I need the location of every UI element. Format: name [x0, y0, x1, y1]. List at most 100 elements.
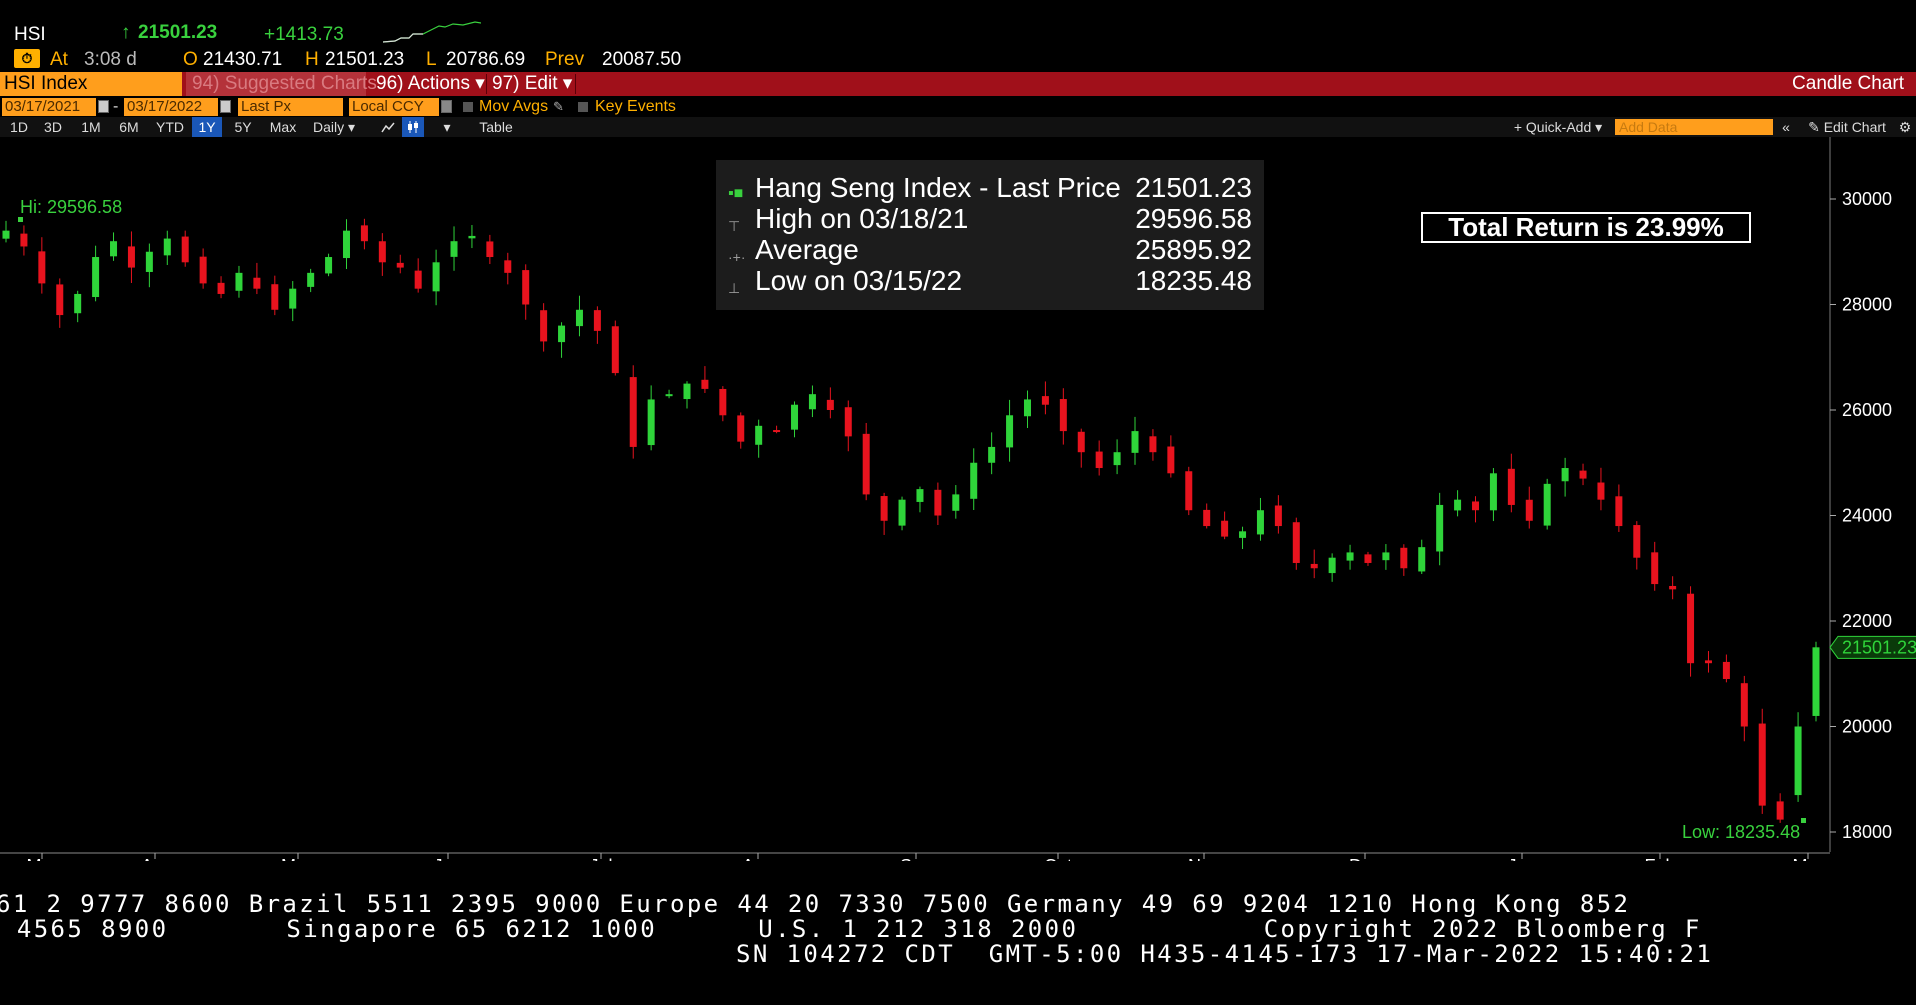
- candle-body: [898, 499, 906, 526]
- toolbar-divider: [575, 74, 576, 94]
- candle-body: [1525, 499, 1533, 521]
- calendar-icon[interactable]: [220, 100, 231, 113]
- edit-chart-button[interactable]: ✎ Edit Chart: [1800, 117, 1894, 137]
- candle-body: [1041, 396, 1049, 405]
- candle-body: [522, 270, 530, 305]
- low-marker: [1801, 818, 1806, 823]
- candle-body: [647, 399, 655, 446]
- candle-body: [916, 489, 924, 502]
- candle-body: [2, 230, 10, 239]
- security-field[interactable]: HSI Index: [0, 72, 182, 96]
- candle-body: [593, 310, 601, 331]
- candle-body: [1059, 399, 1067, 432]
- candle-body: [808, 394, 816, 410]
- open-label: O: [183, 49, 198, 70]
- candle-chart-icon[interactable]: [402, 117, 424, 137]
- footer-phone-line-2: 4565 8900 Singapore 65 6212 1000 U.S. 1 …: [0, 915, 1702, 943]
- key-events-checkbox[interactable]: [578, 102, 588, 112]
- collapse-icon[interactable]: «: [1782, 119, 1790, 135]
- candle-body: [468, 235, 476, 239]
- range-5y[interactable]: 5Y: [234, 119, 252, 135]
- low-marker-icon: ⊥: [728, 280, 741, 296]
- chevron-down-icon[interactable]: [441, 100, 452, 113]
- x-tick-label: Nov: [1188, 856, 1220, 861]
- field-select[interactable]: Last Px: [238, 98, 343, 116]
- candle-body: [342, 230, 350, 259]
- candle-body: [396, 262, 404, 268]
- range-1m[interactable]: 1M: [81, 119, 101, 135]
- candle-body: [1185, 471, 1193, 511]
- candle-body: [1095, 451, 1103, 469]
- candle-body: [1687, 593, 1695, 664]
- pencil-icon[interactable]: ✎: [553, 99, 564, 114]
- candle-body: [1203, 509, 1211, 527]
- line-chart-icon[interactable]: [378, 117, 398, 137]
- candle-body: [1507, 468, 1515, 505]
- range-6m[interactable]: 6M: [119, 119, 139, 135]
- last-price-tag: [1829, 635, 1916, 659]
- candle-body: [934, 489, 942, 516]
- legend-value: 21501.23: [1135, 172, 1252, 203]
- quick-add-button[interactable]: + Quick-Add ▾: [1513, 119, 1603, 135]
- range-3d[interactable]: 3D: [44, 119, 62, 135]
- period-select[interactable]: Daily ▾: [312, 119, 356, 135]
- legend-label: Hang Seng Index - Last Price: [755, 172, 1121, 203]
- y-tick-label: 28000: [1842, 295, 1892, 315]
- candle-body: [110, 241, 118, 257]
- end-date-input[interactable]: 03/17/2022: [124, 98, 218, 116]
- y-tick-label: 26000: [1842, 400, 1892, 420]
- candle-body: [1077, 431, 1085, 453]
- chart-axes: 18000 20000 22000 24000 26000 28000 30000 Mar Ap…: [0, 137, 1892, 861]
- candle-body: [145, 251, 153, 272]
- range-max[interactable]: Max: [269, 119, 297, 135]
- candle-body: [1722, 661, 1730, 680]
- legend-value: 29596.58: [1135, 203, 1252, 234]
- candle-body: [1256, 510, 1264, 535]
- chevron-down-icon[interactable]: ▾: [443, 119, 451, 135]
- footer-session-info: SN 104272 CDT GMT-5:00 H435-4145-173 17-…: [736, 940, 1714, 968]
- candle-body: [952, 494, 960, 511]
- low-value: 20786.69: [446, 49, 526, 70]
- key-events-label: Key Events: [595, 98, 676, 115]
- add-data-input[interactable]: Add Data: [1615, 119, 1773, 135]
- mov-avgs-checkbox[interactable]: [463, 102, 473, 112]
- candle-body: [414, 270, 422, 289]
- candle-body: [755, 425, 763, 445]
- high-annotation: Hi: 29596.58: [20, 197, 122, 217]
- candle-body: [1561, 468, 1569, 482]
- x-tick-label: Mar: [27, 856, 58, 861]
- candle-body: [235, 272, 243, 291]
- candle-body: [701, 379, 709, 389]
- edit-menu[interactable]: 97) Edit ▾: [492, 73, 573, 94]
- candle-body: [1758, 723, 1766, 806]
- y-tick-label: 22000: [1842, 611, 1892, 631]
- candle-body: [307, 272, 315, 287]
- calendar-icon[interactable]: [98, 100, 109, 113]
- actions-menu[interactable]: 96) Actions ▾: [376, 73, 485, 94]
- range-1y[interactable]: 1Y: [192, 117, 222, 137]
- clock-icon[interactable]: ⏱: [14, 49, 40, 68]
- candle-body: [253, 277, 261, 289]
- suggested-charts-button[interactable]: 94) Suggested Charts: [186, 72, 377, 96]
- legend-label: Low on 03/15/22: [755, 265, 963, 296]
- candle-body: [1382, 552, 1390, 561]
- gear-icon[interactable]: ⚙: [1898, 119, 1912, 135]
- candle-body: [1221, 520, 1229, 537]
- chart-labels: Hi: 29596.58 Low: 18235.48 21501.23: [18, 197, 1916, 842]
- start-date-input[interactable]: 03/17/2021: [2, 98, 96, 116]
- range-1d[interactable]: 1D: [10, 119, 28, 135]
- currency-select[interactable]: Local CCY: [349, 98, 439, 116]
- ticker-label: HSI: [14, 24, 46, 45]
- candle-body: [163, 238, 171, 256]
- legend-label: High on 03/18/21: [755, 203, 969, 234]
- table-button[interactable]: Table: [479, 119, 513, 135]
- candle-body: [719, 388, 727, 416]
- candle-body: [1239, 531, 1247, 538]
- quote-header: HSI ↑ 21501.23 +1413.73 ⏱ At 3:08 d O 21…: [0, 0, 1916, 72]
- chart-type-label: Candle Chart: [1792, 73, 1904, 94]
- candle-body: [38, 251, 46, 284]
- y-tick-label: 24000: [1842, 506, 1892, 526]
- candle-body: [1023, 399, 1031, 417]
- candle-body: [1310, 563, 1318, 569]
- range-ytd[interactable]: YTD: [156, 119, 184, 135]
